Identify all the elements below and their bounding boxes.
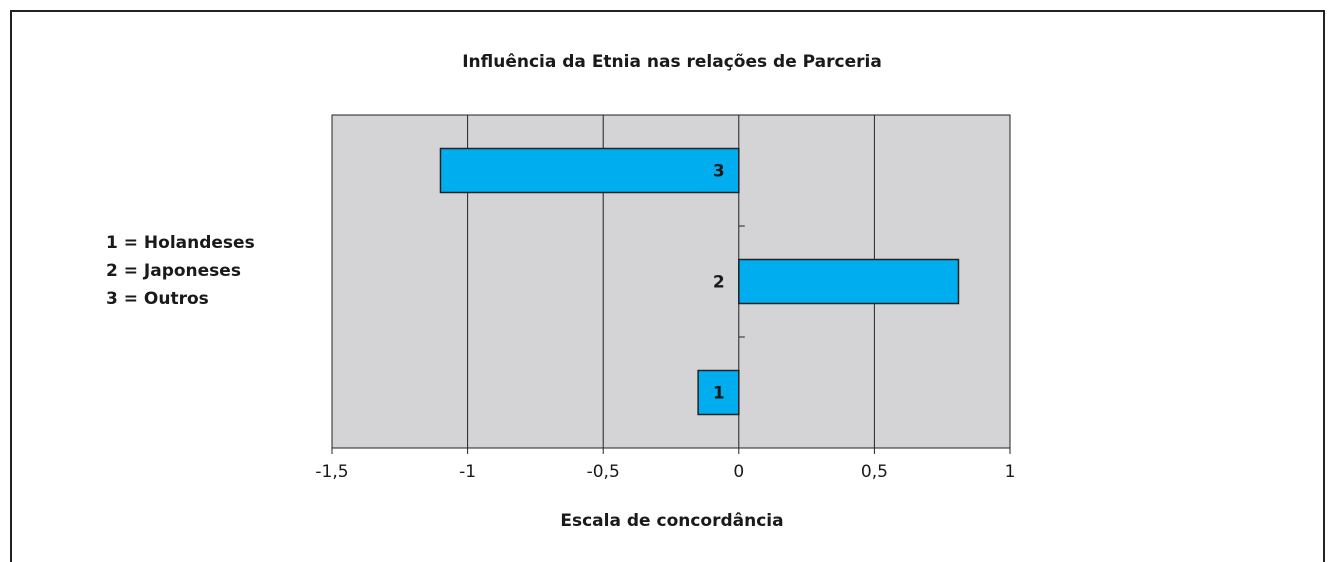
chart-title: Influência da Etnia nas relações de Parc… bbox=[462, 52, 882, 72]
x-tick-label: -1,5 bbox=[315, 462, 348, 482]
x-tick-label: 0,5 bbox=[861, 462, 888, 482]
bar bbox=[439, 147, 740, 194]
x-tick-label: -0,5 bbox=[587, 462, 620, 482]
x-axis-label: Escala de concordância bbox=[560, 511, 783, 531]
bar bbox=[697, 369, 740, 416]
category-label: 3 bbox=[713, 162, 725, 182]
legend-text: 3 = Outros bbox=[106, 289, 209, 309]
legend-text: 1 = Holandeses bbox=[106, 233, 255, 253]
x-tick-label: 1 bbox=[1005, 462, 1016, 482]
frame bbox=[10, 10, 1325, 562]
category-label: 2 bbox=[713, 273, 725, 293]
category-label: 1 bbox=[713, 384, 725, 404]
bar bbox=[738, 258, 960, 305]
x-tick-label: 0 bbox=[733, 462, 744, 482]
x-tick-label: -1 bbox=[459, 462, 476, 482]
legend-text: 2 = Japoneses bbox=[106, 261, 241, 281]
